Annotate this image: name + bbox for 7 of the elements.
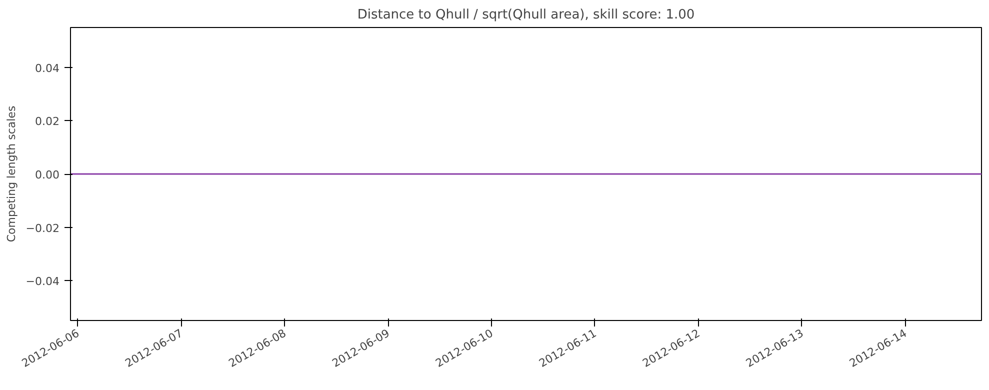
y-tick-label: 0.02 — [35, 115, 60, 128]
y-axis-title: Competing length scales — [4, 106, 18, 242]
chart-title: Distance to Qhull / sqrt(Qhull area), skill score: 1.00 — [357, 8, 695, 22]
y-tick-label: 0.04 — [35, 62, 60, 75]
y-tick-label: −0.04 — [26, 275, 60, 288]
y-tick-label: 0.00 — [35, 168, 60, 182]
y-tick-label: −0.02 — [26, 222, 60, 235]
